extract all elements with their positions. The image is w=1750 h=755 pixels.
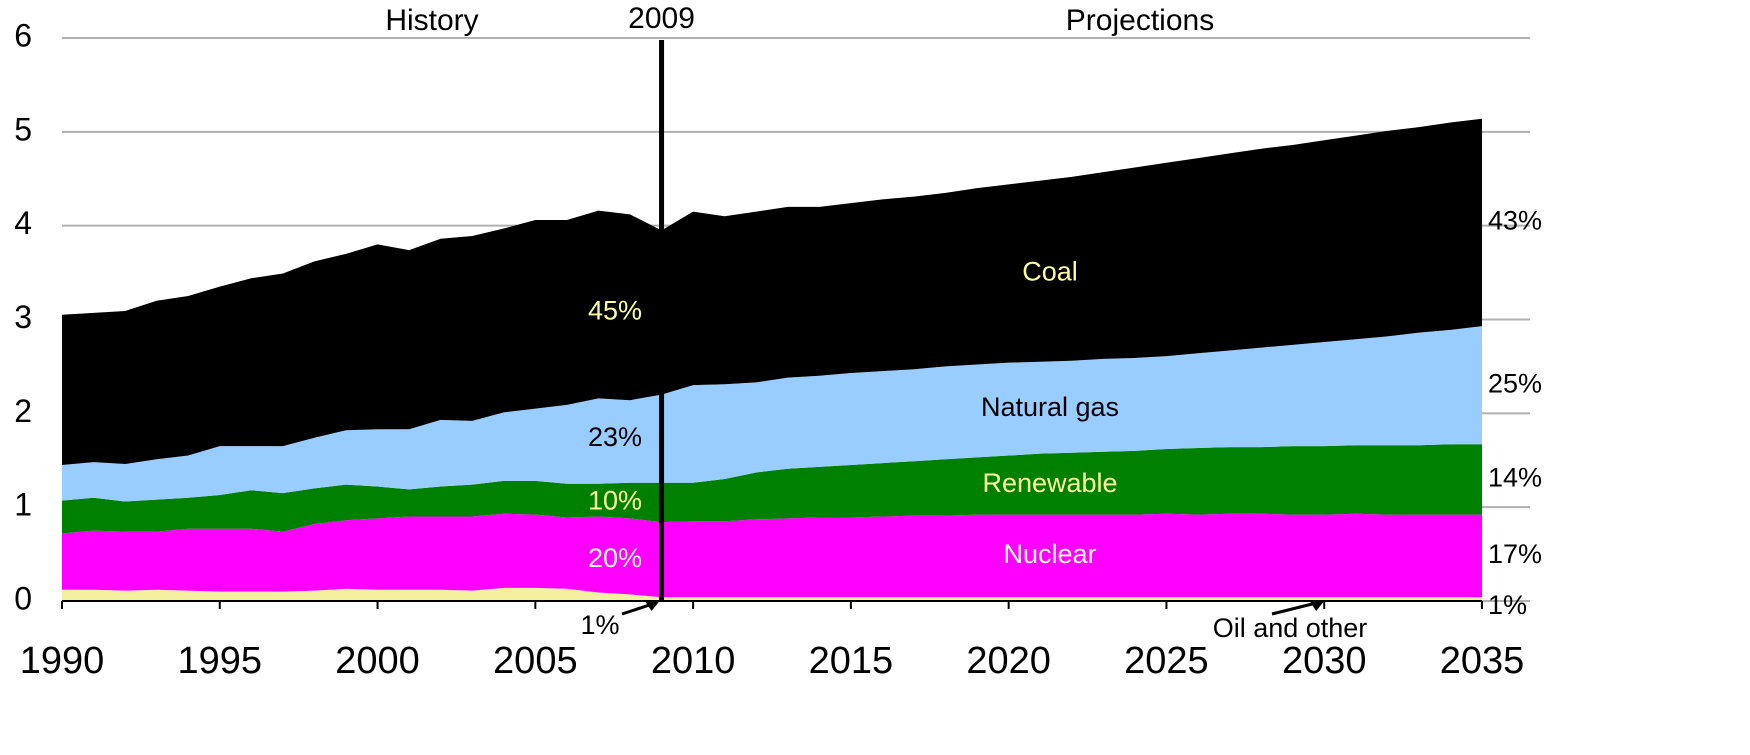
area <box>62 587 1482 601</box>
y-tick-label: 5 <box>14 111 32 147</box>
x-tick-label: 2015 <box>809 640 894 682</box>
x-tick-label: 2020 <box>966 640 1051 682</box>
x-tick-label: 2010 <box>651 640 736 682</box>
arrowhead <box>645 601 660 611</box>
share-label: 45% <box>588 296 642 326</box>
y-tick-label: 0 <box>14 580 32 616</box>
series-label: Nuclear <box>1003 539 1096 569</box>
area <box>62 444 1482 534</box>
share-label: 10% <box>588 486 642 516</box>
series-label: Coal <box>1022 257 1078 287</box>
series-label: Renewable <box>982 468 1117 498</box>
annotation: Projections <box>1066 4 1214 37</box>
share-label: 17% <box>1488 539 1542 569</box>
arrowhead <box>1310 601 1325 611</box>
x-tick-label: 2035 <box>1440 640 1525 682</box>
share-label: 23% <box>588 422 642 452</box>
y-tick-label: 1 <box>14 487 32 523</box>
share-label: 1% <box>580 610 619 640</box>
x-tick-label: 2000 <box>335 640 420 682</box>
y-tick-label: 3 <box>14 299 32 335</box>
y-tick-label: 2 <box>14 393 32 429</box>
share-label: 20% <box>588 543 642 573</box>
x-tick-label: 2025 <box>1124 640 1209 682</box>
area <box>62 118 1482 465</box>
share-label: 14% <box>1488 463 1542 493</box>
share-label: 25% <box>1488 368 1542 398</box>
y-tick-label: 4 <box>14 205 32 241</box>
annotation: History <box>385 4 478 37</box>
x-tick-label: 1990 <box>20 640 105 682</box>
x-tick-label: 2005 <box>493 640 578 682</box>
share-label: 43% <box>1488 206 1542 236</box>
y-tick-label: 6 <box>14 17 32 53</box>
x-tick-label: 1995 <box>178 640 263 682</box>
series-label: Oil and other <box>1213 613 1368 643</box>
series-label: Natural gas <box>981 392 1119 422</box>
area <box>62 513 1482 598</box>
share-label: 1% <box>1488 590 1527 620</box>
area <box>62 326 1482 502</box>
divider-label: 2009 <box>628 2 695 35</box>
x-tick-label: 2030 <box>1282 640 1367 682</box>
